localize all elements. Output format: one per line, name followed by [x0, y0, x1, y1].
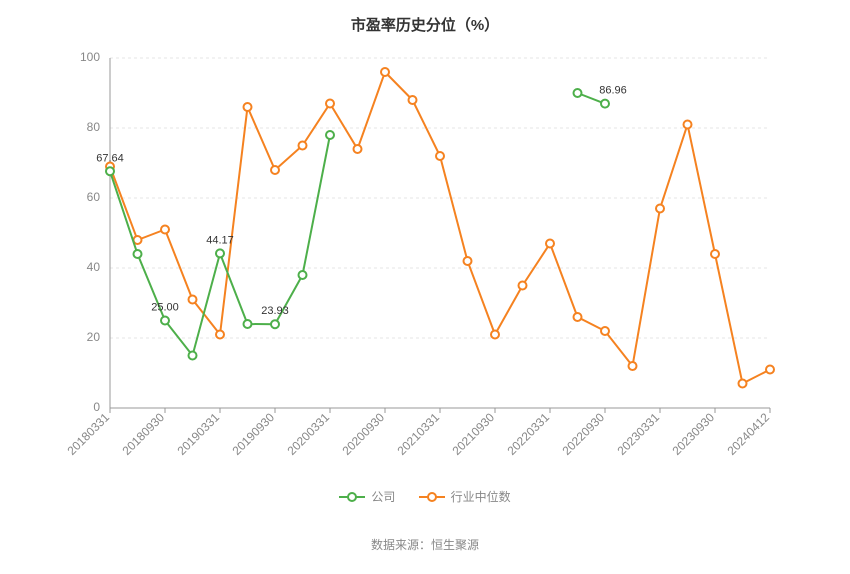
svg-text:23.93: 23.93	[261, 305, 289, 317]
legend: 公司 行业中位数	[0, 488, 850, 506]
svg-text:20220331: 20220331	[504, 410, 552, 458]
svg-text:86.96: 86.96	[599, 85, 627, 97]
svg-text:60: 60	[87, 190, 101, 204]
legend-label-company: 公司	[371, 488, 395, 505]
svg-text:67.64: 67.64	[96, 152, 124, 164]
svg-text:20210331: 20210331	[394, 410, 442, 458]
chart-title: 市盈率历史分位（%）	[0, 0, 850, 35]
data-source-value: 恒生聚源	[431, 538, 479, 552]
chart-container: 市盈率历史分位（%） 02040608010020180331201809302…	[0, 0, 850, 574]
legend-item-industry: 行业中位数	[419, 488, 511, 505]
svg-text:25.00: 25.00	[151, 302, 179, 314]
svg-text:100: 100	[80, 50, 100, 64]
legend-swatch-company	[339, 491, 365, 503]
legend-label-industry: 行业中位数	[451, 488, 511, 505]
svg-text:20200930: 20200930	[339, 410, 387, 458]
svg-text:20240412: 20240412	[724, 410, 772, 458]
data-source: 数据来源：恒生聚源	[0, 536, 850, 553]
svg-text:20230331: 20230331	[614, 410, 662, 458]
svg-text:40: 40	[87, 260, 101, 274]
svg-text:20200331: 20200331	[284, 410, 332, 458]
svg-text:20190930: 20190930	[229, 410, 277, 458]
svg-text:44.17: 44.17	[206, 234, 234, 246]
svg-text:20210930: 20210930	[449, 410, 497, 458]
legend-item-company: 公司	[339, 488, 395, 505]
svg-text:20230930: 20230930	[669, 410, 717, 458]
svg-text:20220930: 20220930	[559, 410, 607, 458]
svg-text:20: 20	[87, 330, 101, 344]
chart-plot: 0204060801002018033120180930201903312019…	[60, 48, 810, 478]
legend-swatch-industry	[419, 491, 445, 503]
svg-text:20190331: 20190331	[174, 410, 222, 458]
svg-text:20180930: 20180930	[119, 410, 167, 458]
data-source-prefix: 数据来源：	[371, 538, 431, 552]
svg-text:80: 80	[87, 120, 101, 134]
svg-text:20180331: 20180331	[64, 410, 112, 458]
